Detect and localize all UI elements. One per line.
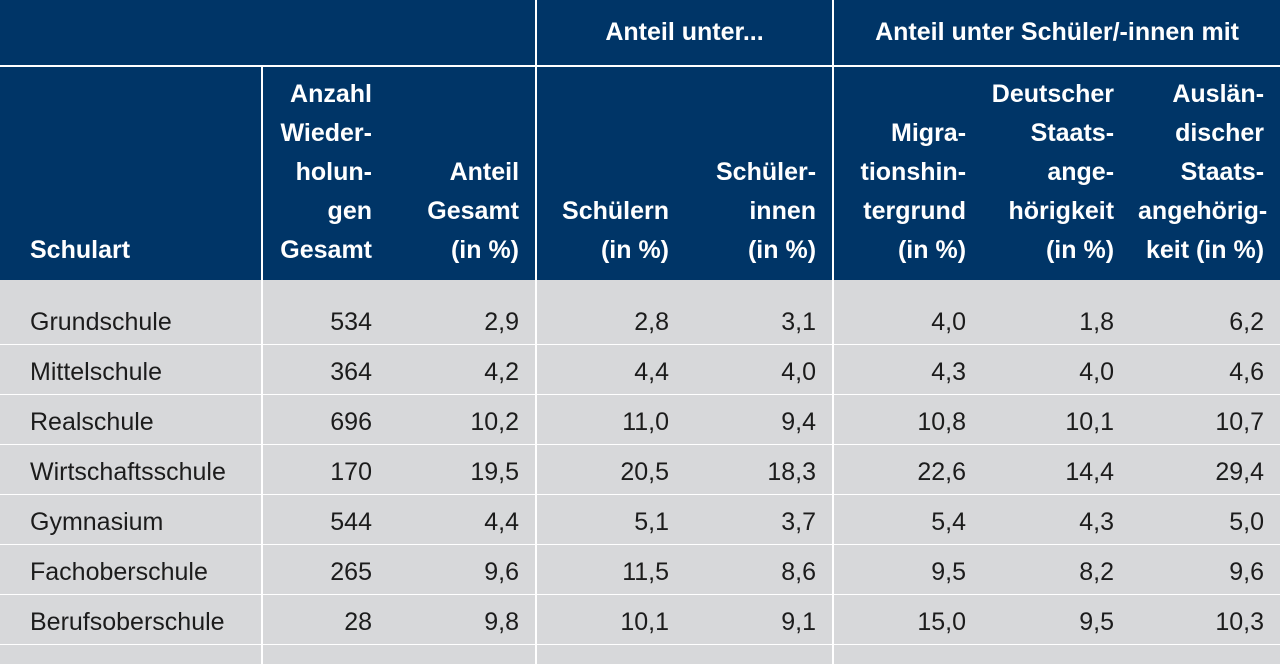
column-header-anzahl: Anzahl Wieder- holun- gen Gesamt (261, 66, 388, 280)
table-row: Fachoberschule 265 9,6 11,5 8,6 9,5 8,2 9,6 (0, 544, 1280, 595)
table-cell: 15,0 (832, 594, 983, 645)
column-header-anteil-gesamt: Anteil Gesamt (in %) (388, 66, 537, 280)
column-header-schuelerinnen: Schüler- innen (in %) (685, 66, 834, 280)
group-header-anteil-schueler: Anteil unter Schüler/-innen mit (832, 0, 1280, 67)
table-cell (388, 644, 536, 664)
table-cell (0, 644, 262, 664)
row-label: Gymnasium (0, 494, 262, 545)
column-header-auslaendisch: Auslän- discher Staats- angehörig- keit … (1130, 66, 1280, 280)
table-cell: 5,1 (535, 494, 686, 545)
table-cell: 4,0 (685, 344, 834, 395)
row-label: Grundschule (0, 280, 262, 345)
table-cell: 4,3 (982, 494, 1131, 545)
table-cell: 9,6 (1130, 544, 1280, 595)
table-cell (982, 644, 1130, 664)
table-cell: 4,0 (982, 344, 1131, 395)
table-cell: 28 (261, 594, 388, 645)
table-cell: 1,8 (982, 280, 1131, 345)
table-cell: 4,6 (1130, 344, 1280, 395)
table-row: Gymnasium 544 4,4 5,1 3,7 5,4 4,3 5,0 (0, 494, 1280, 545)
group-header-row: Anteil unter... Anteil unter Schüler/-in… (0, 0, 1280, 67)
table-cell: 696 (261, 394, 388, 445)
table-cell: 3,1 (685, 280, 834, 345)
table-row: Berufsoberschule 28 9,8 10,1 9,1 15,0 9,5 10,3 (0, 594, 1280, 645)
table-cell: 14,4 (982, 444, 1131, 495)
table-row: Mittelschule 364 4,2 4,4 4,0 4,3 4,0 4,6 (0, 344, 1280, 395)
table-cell: 2,8 (535, 280, 686, 345)
column-header-row: Schulart Anzahl Wieder- holun- gen Gesam… (0, 66, 1280, 280)
table-cell: 3,7 (685, 494, 834, 545)
row-label: Berufsoberschule (0, 594, 262, 645)
table-cell (685, 644, 833, 664)
table-cell (832, 644, 983, 664)
table-cell: 8,6 (685, 544, 834, 595)
table-cell: 10,1 (982, 394, 1131, 445)
column-header-schuelern: Schülern (in %) (535, 66, 686, 280)
table-cell: 9,8 (388, 594, 537, 645)
table-cell: 29,4 (1130, 444, 1280, 495)
table-cell: 10,8 (832, 394, 983, 445)
table-row: Wirtschaftsschule 170 19,5 20,5 18,3 22,6 14,4… (0, 444, 1280, 495)
table-cell: 534 (261, 280, 388, 345)
table-cell: 10,1 (535, 594, 686, 645)
table-cell: 4,4 (535, 344, 686, 395)
group-header-blank (0, 0, 537, 67)
table-cell: 9,5 (832, 544, 983, 595)
row-label: Wirtschaftsschule (0, 444, 262, 495)
table-cell (535, 644, 686, 664)
row-label: Mittelschule (0, 344, 262, 395)
table-cell: 10,3 (1130, 594, 1280, 645)
row-label: Realschule (0, 394, 262, 445)
table-cell: 22,6 (832, 444, 983, 495)
table-cell: 18,3 (685, 444, 834, 495)
table-cell: 11,0 (535, 394, 686, 445)
table-cell: 20,5 (535, 444, 686, 495)
table-cell: 5,0 (1130, 494, 1280, 545)
table-cell: 9,5 (982, 594, 1131, 645)
table-cell: 10,2 (388, 394, 537, 445)
group-header-anteil-unter: Anteil unter... (535, 0, 834, 67)
column-header-deutsch: Deutscher Staats- ange- hörigkeit (in %) (982, 66, 1131, 280)
table-cell: 9,1 (685, 594, 834, 645)
table-row: Realschule 696 10,2 11,0 9,4 10,8 10,1 10,7 (0, 394, 1280, 445)
table-header: Anteil unter... Anteil unter Schüler/-in… (0, 0, 1280, 280)
table-row: Grundschule 534 2,9 2,8 3,1 4,0 1,8 6,2 (0, 280, 1280, 345)
table-row-partial (0, 644, 1280, 664)
table-cell: 4,3 (832, 344, 983, 395)
table-cell: 4,0 (832, 280, 983, 345)
column-header-schulart: Schulart (0, 66, 262, 280)
table-cell: 6,2 (1130, 280, 1280, 345)
row-label: Fachoberschule (0, 544, 262, 595)
table-cell: 8,2 (982, 544, 1131, 595)
table-cell: 265 (261, 544, 388, 595)
table-cell: 4,2 (388, 344, 537, 395)
table-cell: 10,7 (1130, 394, 1280, 445)
table-cell: 9,4 (685, 394, 834, 445)
table-cell: 19,5 (388, 444, 537, 495)
table-body: Grundschule 534 2,9 2,8 3,1 4,0 1,8 6,2 Mittelsc… (0, 280, 1280, 664)
table-cell: 364 (261, 344, 388, 395)
table-cell: 2,9 (388, 280, 537, 345)
table-cell (1130, 644, 1280, 664)
table-cell: 9,6 (388, 544, 537, 595)
table-cell: 544 (261, 494, 388, 545)
column-header-migration: Migra- tionshin- tergrund (in %) (832, 66, 983, 280)
table-cell: 5,4 (832, 494, 983, 545)
table-cell (261, 644, 388, 664)
table-cell: 11,5 (535, 544, 686, 595)
table-cell: 170 (261, 444, 388, 495)
table-cell: 4,4 (388, 494, 537, 545)
